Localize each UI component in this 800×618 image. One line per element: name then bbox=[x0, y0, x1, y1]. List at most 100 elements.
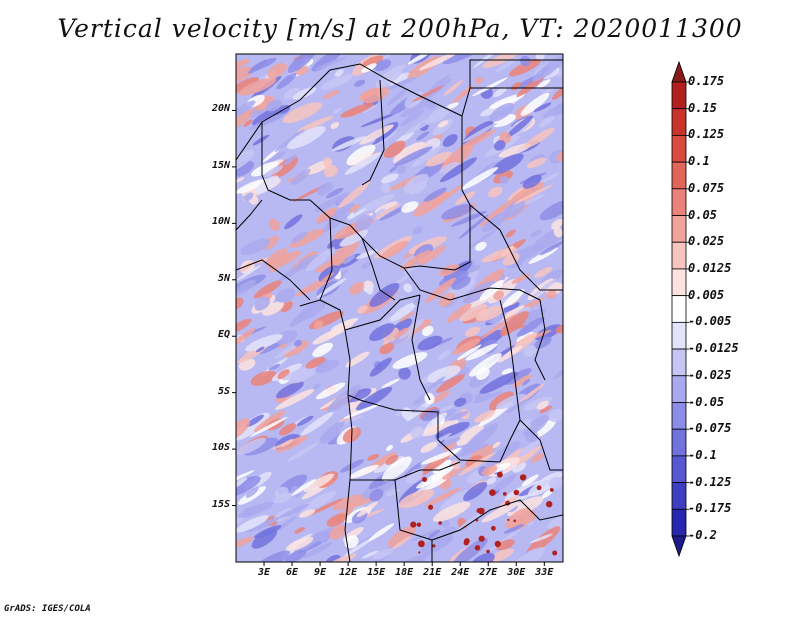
field-blob bbox=[287, 126, 326, 150]
field-blob bbox=[394, 146, 433, 167]
field-blob bbox=[343, 403, 381, 419]
field-blob bbox=[481, 501, 519, 523]
field-blob bbox=[318, 265, 340, 283]
field-blob bbox=[458, 452, 496, 476]
colorbar-label: -0.025 bbox=[688, 367, 732, 382]
field-blob bbox=[315, 258, 345, 273]
field-blob bbox=[502, 289, 525, 308]
field-blob bbox=[548, 476, 563, 490]
field-blob bbox=[421, 419, 459, 437]
field-blob bbox=[536, 400, 549, 410]
longitude-label: 18E bbox=[395, 567, 414, 578]
field-blob bbox=[252, 105, 291, 126]
field-blob bbox=[556, 151, 563, 162]
field-blob bbox=[552, 84, 563, 100]
field-blob bbox=[422, 477, 427, 482]
field-blob bbox=[425, 151, 453, 167]
field-blob bbox=[438, 292, 456, 307]
field-blob bbox=[492, 441, 501, 448]
field-blob bbox=[488, 186, 503, 198]
field-blob bbox=[245, 486, 259, 498]
field-blob bbox=[305, 498, 344, 517]
field-blob bbox=[526, 157, 547, 169]
field-blob bbox=[255, 175, 279, 195]
border-path bbox=[236, 199, 263, 231]
colorbar-bin bbox=[671, 455, 687, 483]
field-blob bbox=[416, 522, 422, 527]
field-blob bbox=[418, 540, 425, 548]
field-blob bbox=[348, 203, 361, 214]
longitude-label: 6E bbox=[286, 567, 299, 578]
field-blob bbox=[236, 160, 254, 177]
field-blob bbox=[329, 240, 360, 265]
field-blob bbox=[372, 548, 394, 560]
field-blob bbox=[282, 102, 323, 124]
field-blob bbox=[312, 342, 333, 358]
field-blob bbox=[236, 515, 269, 533]
field-blob bbox=[274, 486, 289, 500]
field-blob bbox=[458, 214, 489, 240]
field-blob bbox=[519, 474, 527, 481]
field-blob bbox=[554, 103, 563, 114]
field-blob bbox=[291, 231, 308, 244]
field-blob bbox=[463, 423, 499, 453]
field-blob bbox=[367, 453, 379, 461]
field-blob bbox=[354, 79, 366, 87]
field-blob bbox=[276, 72, 297, 90]
field-blob bbox=[410, 521, 417, 528]
field-blob bbox=[271, 156, 299, 179]
field-blob bbox=[288, 369, 315, 384]
field-blob bbox=[340, 102, 374, 118]
field-blob bbox=[313, 320, 324, 330]
field-blob bbox=[268, 250, 302, 270]
field-blob bbox=[455, 191, 476, 205]
field-blob bbox=[275, 516, 297, 533]
field-blob bbox=[437, 120, 449, 128]
field-blob bbox=[348, 464, 379, 479]
field-blob bbox=[472, 54, 508, 69]
field-blob bbox=[303, 542, 333, 559]
field-blob bbox=[361, 63, 377, 73]
field-blob bbox=[396, 165, 406, 174]
field-blob bbox=[332, 107, 342, 115]
field-blob bbox=[396, 553, 431, 562]
field-blob bbox=[243, 119, 253, 127]
field-blob bbox=[505, 229, 516, 238]
field-blob bbox=[523, 396, 553, 411]
field-blob bbox=[314, 192, 349, 213]
field-blob bbox=[380, 183, 391, 193]
field-blob bbox=[236, 418, 251, 441]
field-blob bbox=[496, 393, 526, 410]
field-blob bbox=[501, 368, 513, 375]
colorbar-bin bbox=[671, 402, 687, 430]
field-blob bbox=[532, 54, 563, 82]
field-blob bbox=[405, 468, 424, 484]
field-blob bbox=[361, 87, 390, 104]
field-blob bbox=[342, 254, 355, 264]
field-blob bbox=[386, 89, 407, 106]
field-blob bbox=[479, 279, 504, 301]
field-blob bbox=[520, 92, 550, 116]
border-path bbox=[519, 419, 563, 471]
field-blob bbox=[424, 412, 448, 431]
field-blob bbox=[491, 153, 524, 175]
field-blob bbox=[509, 181, 545, 205]
field-blob bbox=[427, 529, 441, 540]
field-blob bbox=[236, 318, 252, 334]
field-blob bbox=[516, 75, 546, 97]
field-blob bbox=[305, 247, 335, 272]
longitude-label: 21E bbox=[423, 567, 442, 578]
field-blob bbox=[420, 449, 458, 465]
field-blob bbox=[284, 214, 303, 230]
border-path bbox=[350, 461, 461, 481]
field-blob bbox=[526, 526, 561, 555]
field-blob bbox=[387, 76, 417, 90]
field-blob bbox=[452, 84, 475, 104]
field-blob bbox=[529, 533, 553, 544]
field-blob bbox=[316, 277, 347, 298]
field-blob bbox=[236, 178, 267, 194]
field-blob bbox=[482, 54, 521, 69]
field-blob bbox=[253, 410, 286, 433]
longitude-label: 15E bbox=[367, 567, 386, 578]
